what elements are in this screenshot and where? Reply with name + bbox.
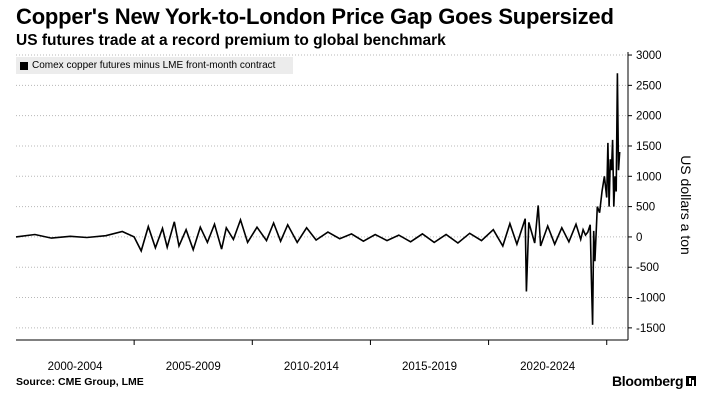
y-tick-label: 500 xyxy=(636,202,655,214)
y-tick-label: 0 xyxy=(636,232,642,244)
y-axis-label: US dollars a ton xyxy=(678,155,694,255)
grid-lines xyxy=(16,54,628,329)
y-tick-label: 2500 xyxy=(636,80,662,92)
y-tick-label: -500 xyxy=(636,262,659,274)
y-tick-label: 3000 xyxy=(636,50,662,62)
series-line-0 xyxy=(15,73,621,325)
bloomberg-terminal-icon xyxy=(686,376,697,386)
legend-label: Comex copper futures minus LME front-mon… xyxy=(32,60,276,71)
x-tick-label: 2010-2014 xyxy=(284,361,340,373)
x-tick-label: 2000-2004 xyxy=(48,361,104,373)
legend-swatch xyxy=(20,61,28,70)
source-note: Source: CME Group, LME xyxy=(16,376,144,388)
y-axis-label-wrapper: US dollars a ton xyxy=(676,145,696,265)
y-tick-label: 1500 xyxy=(636,141,662,153)
x-tick-label: 2005-2009 xyxy=(166,361,221,373)
legend: Comex copper futures minus LME front-mon… xyxy=(16,57,293,74)
y-tick-labels: 3000 2500 2000 1500 1000 500 0 -500 -1000 -1500 xyxy=(636,50,665,335)
brand-name: Bloomberg xyxy=(612,373,684,389)
series-layer xyxy=(15,73,621,325)
chart-title: Copper's New York-to-London Price Gap Go… xyxy=(16,4,614,29)
axes xyxy=(16,52,632,345)
y-tick-label: 2000 xyxy=(636,111,662,123)
y-tick-label: -1000 xyxy=(636,293,665,305)
y-tick-label: 1000 xyxy=(636,171,662,183)
chart-subtitle: US futures trade at a record premium to … xyxy=(16,32,446,49)
brand-logo: Bloomberg xyxy=(612,373,697,389)
y-tick-label: -1500 xyxy=(636,323,665,335)
x-tick-labels: 2000-2004 2005-2009 2010-2014 2015-2019 2020… xyxy=(48,361,576,373)
x-tick-label: 2015-2019 xyxy=(402,361,457,373)
x-tick-label: 2020-2024 xyxy=(520,361,576,373)
